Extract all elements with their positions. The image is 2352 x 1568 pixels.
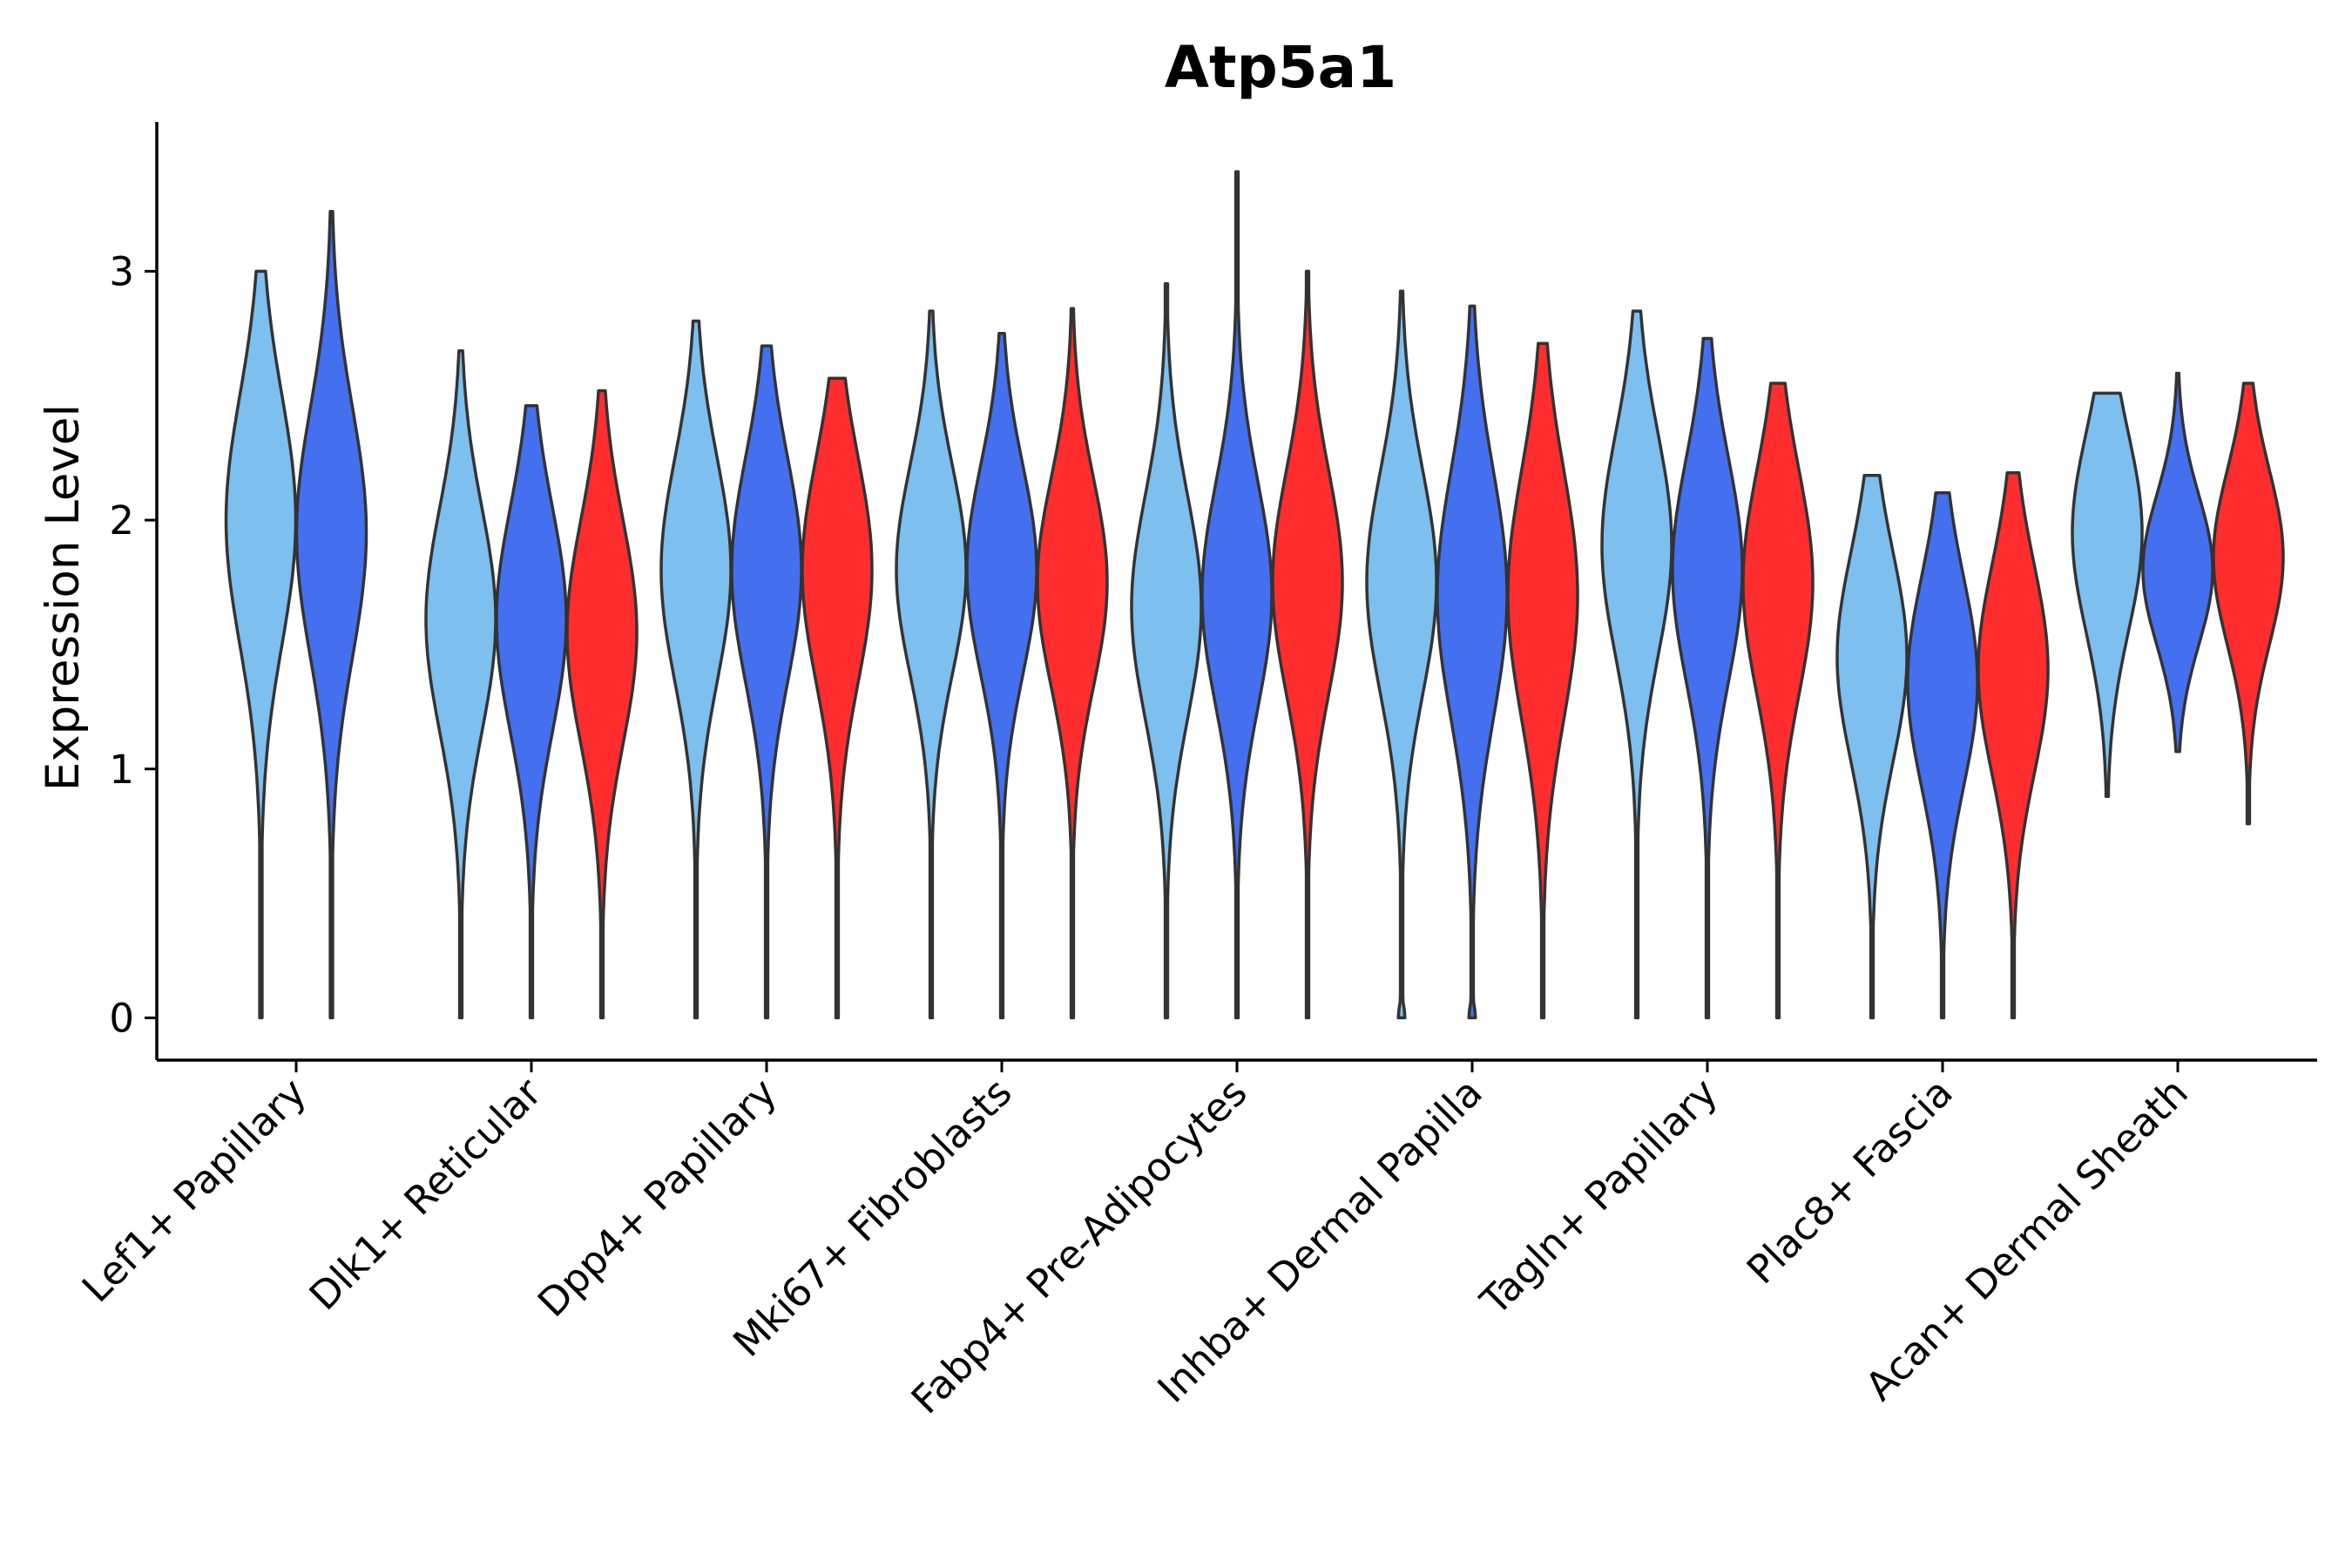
violin-layer — [224, 170, 2285, 1020]
violin-tagln-papillary-group-1 — [1600, 309, 1673, 1020]
violin-fabp4-pre-adipocytes-group-3 — [1271, 269, 1344, 1020]
violin-plac8-fascia-group-1 — [1835, 473, 1909, 1020]
violin-acan-dermal-sheath-group-1 — [2071, 391, 2144, 798]
violin-mki67-fibroblasts-group-2 — [965, 332, 1038, 1020]
violin-tagln-papillary-group-3 — [1741, 382, 1815, 1020]
violin-tagln-papillary-group-2 — [1671, 336, 1744, 1020]
violin-dpp4-papillary-group-1 — [659, 319, 733, 1020]
violin-fabp4-pre-adipocytes-group-1 — [1130, 281, 1203, 1020]
violin-dlk1-reticular-group-3 — [565, 389, 639, 1020]
violin-acan-dermal-sheath-group-2 — [2141, 371, 2214, 754]
violin-mki67-fibroblasts-group-3 — [1036, 307, 1109, 1020]
violin-acan-dermal-sheath-group-3 — [2212, 382, 2285, 826]
y-axis-label: Expression Level — [37, 404, 90, 791]
violin-plac8-fascia-group-2 — [1906, 490, 1979, 1020]
violin-mki67-fibroblasts-group-1 — [895, 309, 968, 1020]
violin-lef1-papillary-group-1 — [224, 269, 298, 1020]
violin-inhba-dermal-papilla-group-3 — [1506, 341, 1579, 1020]
violin-fabp4-pre-adipocytes-group-2 — [1200, 170, 1274, 1020]
violin-dpp4-papillary-group-3 — [801, 376, 874, 1020]
violin-inhba-dermal-papilla-group-2 — [1436, 304, 1509, 1020]
chart-title: Atp5a1 — [1165, 34, 1396, 101]
y-tick-label: 3 — [109, 248, 134, 294]
violin-dpp4-papillary-group-2 — [730, 344, 803, 1020]
x-tick-label-dpp4-papillary: Dpp4+ Papillary — [529, 1069, 786, 1326]
x-tick-label-plac8-fascia: Plac8+ Fascia — [1738, 1069, 1962, 1293]
violin-plac8-fascia-group-3 — [1977, 471, 2050, 1020]
x-tick-label-dlk1-reticular: Dlk1+ Reticular — [301, 1069, 551, 1319]
y-tick-label: 1 — [109, 747, 134, 793]
y-tick-label: 0 — [109, 995, 134, 1041]
x-tick-label-tagln-papillary: Tagln+ Papillary — [1471, 1069, 1727, 1324]
violin-lef1-papillary-group-2 — [294, 210, 368, 1020]
violin-dlk1-reticular-group-2 — [495, 403, 568, 1020]
violin-dlk1-reticular-group-1 — [424, 349, 497, 1020]
violin-inhba-dermal-papilla-group-1 — [1365, 289, 1438, 1020]
x-tick-label-lef1-papillary: Lef1+ Papillary — [73, 1069, 315, 1311]
y-tick-label: 2 — [109, 497, 134, 544]
